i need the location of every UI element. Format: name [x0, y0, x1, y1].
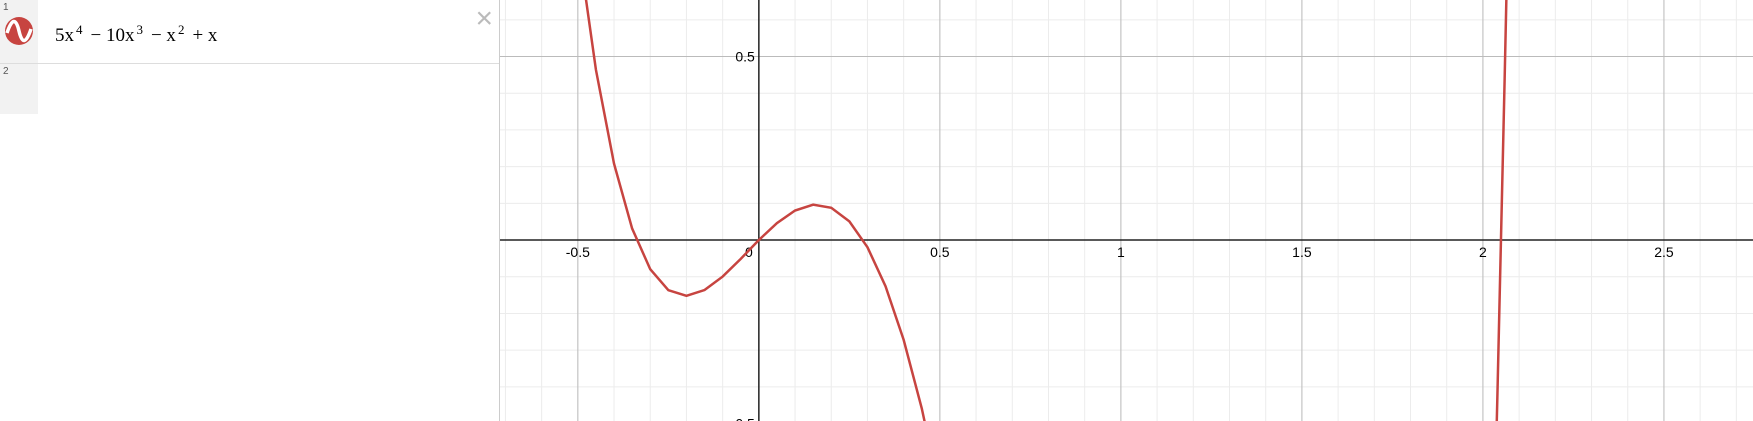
term: + x: [192, 25, 218, 47]
expression-math[interactable]: 5x 4 − 10x 3 − x 2 + x: [55, 22, 219, 47]
term: − x: [150, 25, 176, 47]
row-index: 2: [3, 66, 9, 77]
row-index: 1: [3, 2, 9, 13]
y-tick-label: 0.5: [735, 49, 755, 65]
row-gutter: 2: [0, 64, 38, 114]
x-tick-label: 1: [1117, 244, 1125, 260]
expression-row[interactable]: 2: [0, 64, 499, 114]
function-curve: [584, 0, 1508, 421]
row-gutter: 1: [0, 0, 38, 63]
x-tick-label: 1.5: [1292, 244, 1312, 260]
term: 5x: [55, 25, 74, 47]
x-tick-label: 0.5: [930, 244, 950, 260]
x-tick-label: 2.5: [1654, 244, 1674, 260]
graph-paper[interactable]: -0.500.511.522.5-0.50.5: [500, 0, 1753, 421]
exponent: 2: [177, 22, 185, 37]
x-tick-label: -0.5: [566, 244, 590, 260]
x-tick-label: 2: [1479, 244, 1487, 260]
delete-button[interactable]: ×: [475, 2, 493, 35]
expression-row[interactable]: 1 5x 4 − 10x 3 − x 2 + x ×: [0, 0, 499, 64]
exponent: 3: [136, 22, 143, 37]
expression-list: 1 5x 4− 10x 3− x 2 + x × 2: [0, 0, 500, 421]
term: − 10x: [90, 25, 135, 47]
graph-toggle-icon[interactable]: [4, 16, 34, 46]
y-tick-label: -0.5: [731, 416, 755, 421]
exponent: 4: [76, 22, 83, 37]
